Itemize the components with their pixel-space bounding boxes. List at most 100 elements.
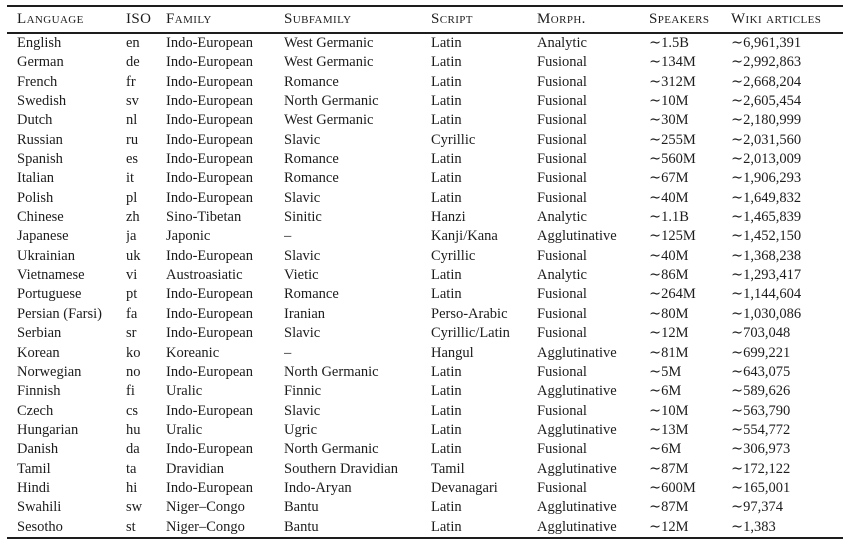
column-header-morph: Morph. [537,11,586,27]
cell-iso: hu [126,421,141,438]
cell-family: Niger–Congo [166,499,245,516]
cell-iso: fi [126,383,135,400]
cell-iso: pl [126,189,138,206]
cell-morph: Fusional [537,305,587,322]
cell-subfamily: West Germanic [284,112,374,129]
cell-family: Indo-European [166,131,253,148]
cell-subfamily: – [284,228,292,245]
table-row: Danish da Indo-European North Germanic Latin… [7,440,843,459]
cell-speakers: ∼600M [649,479,696,496]
cell-wiki: ∼2,013,009 [731,151,802,168]
table-row: Hindi hi Indo-European Indo-Aryan Devanagari… [7,479,843,498]
cell-script: Latin [431,112,462,129]
cell-subfamily: Romance [284,286,339,303]
cell-subfamily: Indo-Aryan [284,479,352,496]
cell-speakers: ∼30M [649,112,689,129]
cell-wiki: ∼97,374 [731,499,784,516]
cell-subfamily: Vietic [284,267,319,284]
cell-wiki: ∼1,906,293 [731,170,802,187]
cell-wiki: ∼1,383 [731,518,776,535]
table-row: Dutch nl Indo-European West Germanic Latin Fu… [7,111,843,130]
cell-wiki: ∼563,790 [731,402,791,419]
cell-script: Latin [431,189,462,206]
cell-morph: Fusional [537,325,587,342]
cell-script: Latin [431,35,462,51]
column-header-family: Family [166,11,212,27]
cell-speakers: ∼1.1B [649,209,689,226]
cell-wiki: ∼1,293,417 [731,267,802,284]
cell-script: Latin [431,421,462,438]
cell-morph: Fusional [537,479,587,496]
cell-morph: Fusional [537,93,587,110]
cell-family: Indo-European [166,363,253,380]
table-row: German de Indo-European West Germanic Latin F… [7,53,843,72]
cell-morph: Fusional [537,73,587,90]
cell-language: Danish [17,441,59,458]
cell-wiki: ∼2,668,204 [731,73,802,90]
cell-family: Indo-European [166,170,253,187]
cell-family: Indo-European [166,189,253,206]
cell-script: Hanzi [431,209,466,226]
cell-subfamily: Slavic [284,189,321,206]
cell-family: Indo-European [166,112,253,129]
cell-wiki: ∼643,075 [731,363,791,380]
table-row: Tamil ta Dravidian Southern Dravidian Tamil A… [7,460,843,479]
cell-wiki: ∼589,626 [731,383,791,400]
cell-subfamily: Romance [284,73,339,90]
cell-family: Indo-European [166,35,253,51]
cell-language: Korean [17,344,60,361]
table-header: Language ISO Family Subfamily Script Morph. Sp… [7,6,843,33]
cell-language: Ukrainian [17,247,75,264]
cell-subfamily: Romance [284,170,339,187]
cell-script: Latin [431,286,462,303]
cell-subfamily: Slavic [284,247,321,264]
cell-language: Polish [17,189,54,206]
cell-language: Dutch [17,112,53,129]
cell-family: Indo-European [166,247,253,264]
cell-iso: ko [126,344,141,361]
cell-iso: cs [126,402,139,419]
cell-morph: Agglutinative [537,228,617,245]
cell-iso: ja [126,228,137,245]
cell-script: Hangul [431,344,474,361]
column-header-script: Script [431,11,473,27]
cell-language: Russian [17,131,63,148]
cell-family: Indo-European [166,73,253,90]
cell-family: Indo-European [166,93,253,110]
cell-morph: Agglutinative [537,344,617,361]
table-row: Persian (Farsi) fa Indo-European Iranian Per… [7,305,843,324]
cell-script: Latin [431,402,462,419]
cell-language: Chinese [17,209,64,226]
cell-morph: Fusional [537,441,587,458]
cell-speakers: ∼12M [649,518,689,535]
cell-language: Finnish [17,383,61,400]
cell-language: Vietnamese [17,267,85,284]
cell-morph: Agglutinative [537,383,617,400]
table-row: Czech cs Indo-European Slavic Latin Fusional ∼… [7,402,843,421]
cell-subfamily: Sinitic [284,209,322,226]
cell-script: Cyrillic/Latin [431,325,510,342]
cell-wiki: ∼1,465,839 [731,209,802,226]
cell-script: Cyrillic [431,247,476,264]
cell-script: Perso-Arabic [431,305,508,322]
cell-family: Indo-European [166,325,253,342]
language-table: Language ISO Family Subfamily Script Morph. Sp… [7,5,843,539]
cell-speakers: ∼10M [649,93,689,110]
table-row: Spanish es Indo-European Romance Latin Fusion… [7,150,843,169]
cell-subfamily: Bantu [284,518,319,535]
cell-iso: it [126,170,135,187]
cell-iso: en [126,35,140,51]
table-row: English en Indo-European West Germanic Latin… [7,33,843,53]
cell-subfamily: Romance [284,151,339,168]
cell-family: Indo-European [166,402,253,419]
cell-iso: da [126,441,140,458]
cell-wiki: ∼1,368,238 [731,247,802,264]
cell-wiki: ∼554,772 [731,421,791,438]
cell-speakers: ∼87M [649,499,689,516]
cell-morph: Fusional [537,286,587,303]
cell-subfamily: Slavic [284,325,321,342]
cell-speakers: ∼125M [649,228,696,245]
column-header-speakers: Speakers [649,11,710,27]
cell-script: Latin [431,363,462,380]
